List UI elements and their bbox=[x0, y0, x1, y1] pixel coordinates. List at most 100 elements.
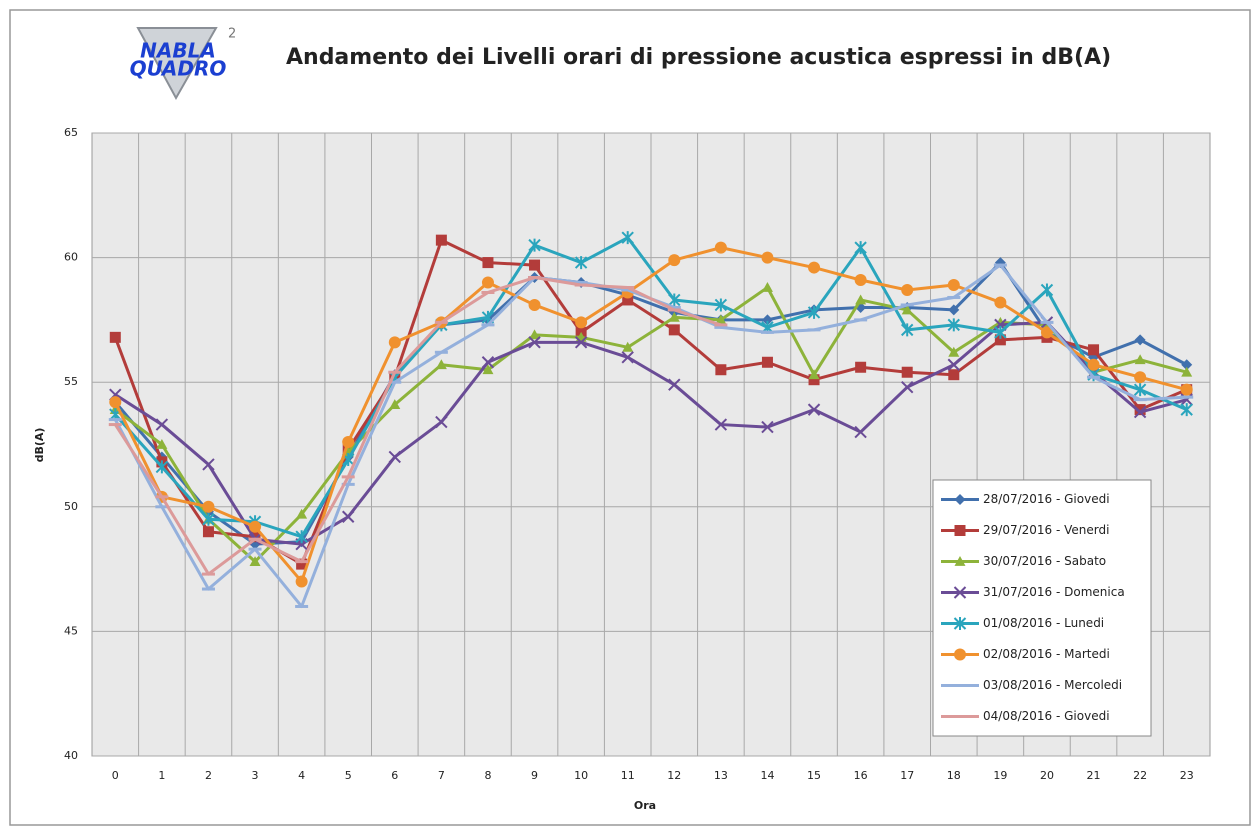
y-tick-label: 65 bbox=[64, 126, 78, 139]
marker bbox=[854, 241, 867, 255]
marker bbox=[1181, 366, 1193, 377]
marker bbox=[947, 279, 960, 292]
marker bbox=[667, 308, 681, 312]
x-tick-label: 6 bbox=[391, 769, 398, 782]
marker bbox=[808, 369, 820, 380]
x-tick-label: 9 bbox=[531, 769, 538, 782]
marker bbox=[953, 586, 967, 599]
logo-line2: QUADRO bbox=[130, 57, 227, 81]
marker bbox=[808, 374, 820, 386]
marker bbox=[622, 294, 634, 306]
marker bbox=[1040, 320, 1054, 324]
marker bbox=[714, 298, 728, 312]
marker bbox=[714, 323, 728, 327]
marker bbox=[342, 510, 355, 523]
marker bbox=[482, 257, 494, 269]
marker bbox=[807, 403, 821, 416]
marker bbox=[1134, 334, 1146, 346]
x-tick-label: 19 bbox=[993, 769, 1007, 782]
marker bbox=[854, 318, 868, 322]
marker bbox=[807, 328, 821, 332]
marker bbox=[901, 304, 913, 315]
marker bbox=[529, 329, 541, 340]
marker bbox=[901, 380, 914, 394]
marker bbox=[855, 361, 867, 373]
marker bbox=[855, 294, 867, 305]
marker bbox=[1133, 398, 1147, 402]
marker bbox=[295, 530, 308, 544]
x-tick-label: 18 bbox=[947, 769, 961, 782]
logo-superscript: 2 bbox=[228, 27, 236, 42]
marker bbox=[1040, 283, 1054, 297]
marker bbox=[954, 648, 966, 661]
x-tick-label: 13 bbox=[714, 769, 728, 782]
marker bbox=[993, 263, 1007, 267]
marker bbox=[1133, 383, 1147, 397]
marker bbox=[994, 334, 1006, 346]
marker bbox=[953, 684, 967, 687]
marker bbox=[1180, 403, 1193, 417]
marker bbox=[900, 303, 914, 307]
marker bbox=[388, 336, 401, 349]
x-tick-label: 7 bbox=[438, 769, 445, 782]
marker bbox=[156, 439, 168, 449]
marker bbox=[901, 323, 914, 337]
marker bbox=[575, 316, 588, 329]
legend-label: 31/07/2016 - Domenica bbox=[983, 585, 1125, 599]
marker bbox=[528, 298, 541, 311]
marker bbox=[947, 295, 961, 299]
marker bbox=[574, 283, 588, 287]
marker bbox=[295, 604, 309, 608]
marker bbox=[668, 311, 680, 322]
marker bbox=[1087, 358, 1100, 371]
marker bbox=[854, 274, 867, 287]
legend-box bbox=[932, 479, 1152, 737]
marker bbox=[622, 341, 634, 352]
marker bbox=[621, 231, 634, 245]
marker bbox=[953, 617, 967, 630]
x-tick-label: 3 bbox=[252, 769, 259, 782]
marker bbox=[1040, 326, 1053, 339]
x-tick-label: 14 bbox=[760, 769, 774, 782]
marker bbox=[668, 254, 681, 267]
marker bbox=[761, 314, 773, 326]
marker bbox=[528, 238, 541, 252]
marker bbox=[435, 234, 447, 246]
series-line bbox=[114, 236, 1188, 539]
series-line bbox=[114, 286, 1188, 564]
marker bbox=[296, 558, 308, 570]
x-tick-label: 0 bbox=[112, 769, 119, 782]
x-tick-label: 4 bbox=[298, 769, 305, 782]
marker bbox=[435, 359, 447, 370]
x-axis-label: Ora bbox=[634, 799, 656, 812]
marker bbox=[1134, 404, 1146, 416]
marker bbox=[201, 587, 215, 591]
marker bbox=[109, 396, 122, 409]
x-tick-label: 23 bbox=[1180, 769, 1194, 782]
marker bbox=[947, 318, 960, 332]
marker bbox=[901, 283, 914, 296]
marker bbox=[388, 450, 401, 464]
x-tick-label: 21 bbox=[1087, 769, 1101, 782]
marker bbox=[901, 366, 913, 378]
marker bbox=[761, 251, 774, 264]
marker bbox=[248, 547, 262, 551]
x-tick-label: 2 bbox=[205, 769, 212, 782]
logo-line1: NABLA bbox=[140, 39, 216, 63]
legend-label: 29/07/2016 - Venerdi bbox=[983, 523, 1109, 537]
y-tick-label: 45 bbox=[64, 624, 78, 637]
marker bbox=[715, 314, 727, 325]
marker bbox=[202, 512, 215, 526]
marker bbox=[761, 282, 773, 292]
marker bbox=[714, 418, 728, 431]
marker bbox=[341, 475, 355, 479]
x-tick-label: 11 bbox=[621, 769, 635, 782]
marker bbox=[248, 537, 262, 541]
marker bbox=[295, 560, 309, 564]
marker bbox=[155, 495, 169, 499]
y-tick-label: 40 bbox=[64, 749, 78, 762]
x-tick-label: 5 bbox=[345, 769, 352, 782]
marker bbox=[388, 380, 402, 384]
marker bbox=[341, 482, 355, 486]
